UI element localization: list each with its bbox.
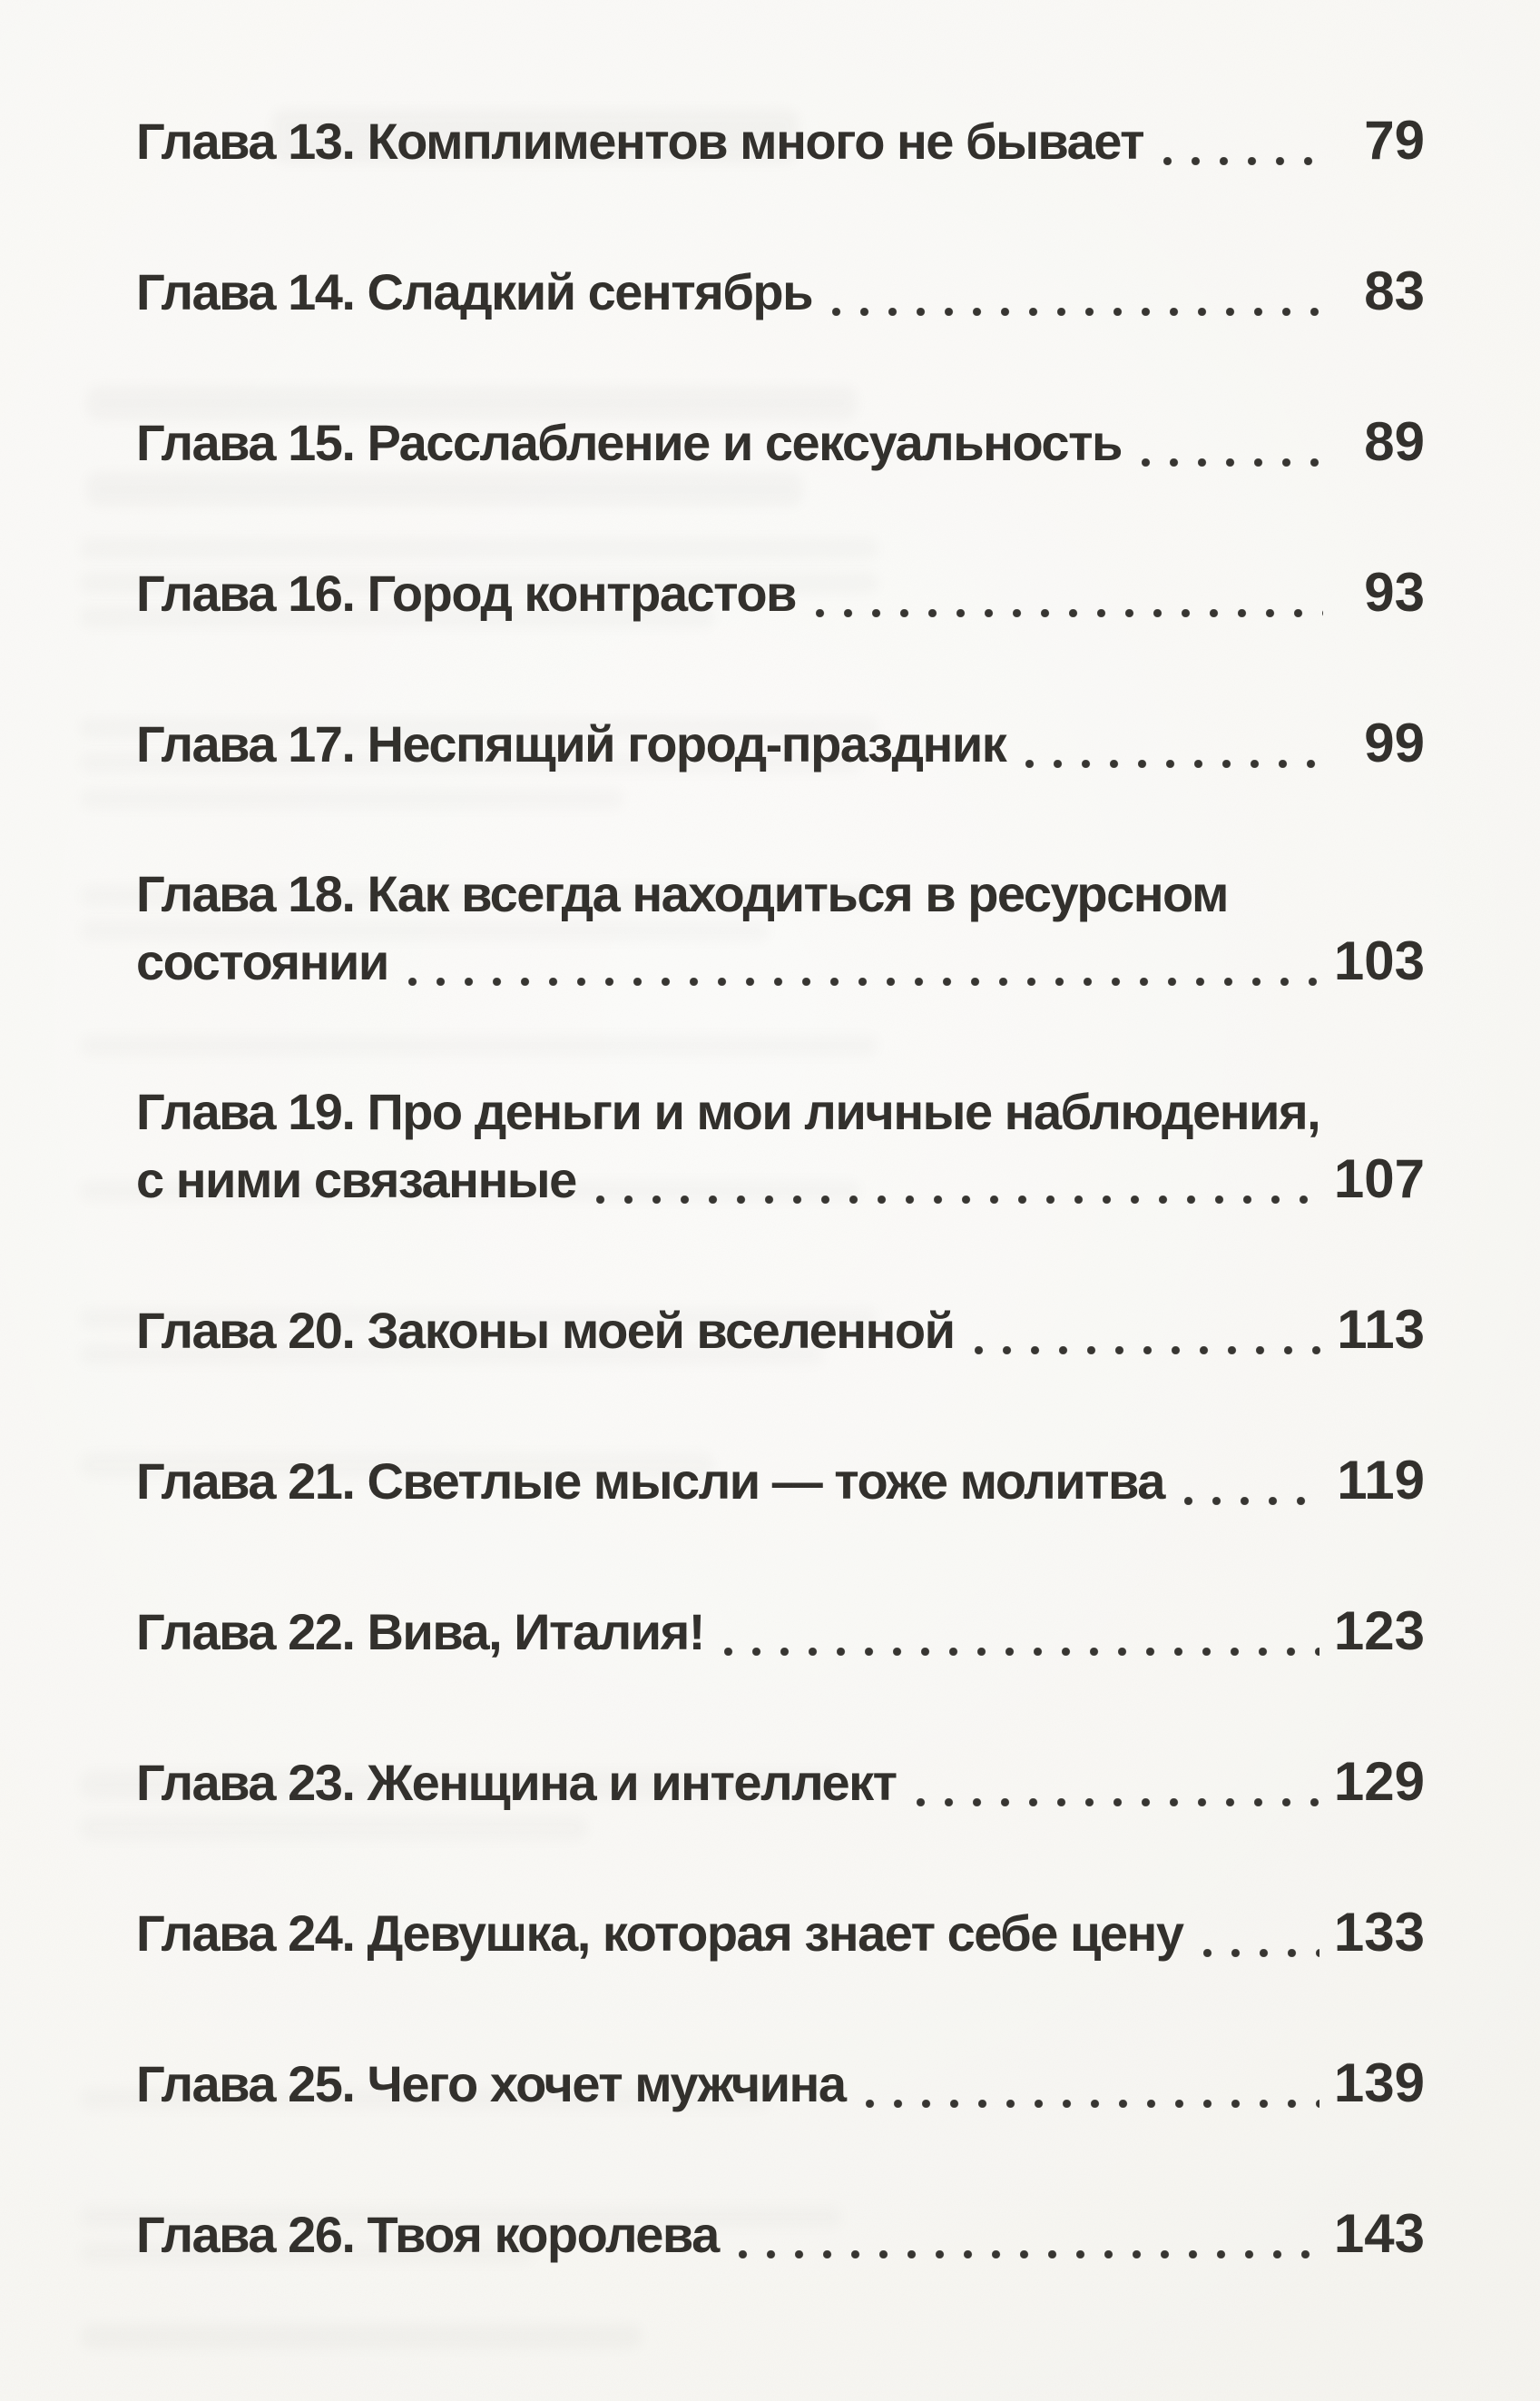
toc-entry-last-line: Глава 15. Расслабление и сексуальность 89	[136, 408, 1425, 477]
toc-entry-last-line: Глава 14. Сладкий сентябрь 83	[136, 258, 1425, 326]
toc-entry-page-number: 99	[1364, 713, 1425, 773]
dot-leader	[865, 2100, 1319, 2108]
dot-leader	[595, 1196, 1319, 1204]
toc-entry-page-number: 119	[1337, 1450, 1425, 1510]
toc-entry: Глава 15. Расслабление и сексуальность 89	[136, 408, 1425, 477]
toc-entry-title: Глава 24. Девушка, которая знает себе це…	[136, 1904, 1184, 1962]
toc-entry-page-number: 123	[1333, 1600, 1425, 1661]
toc-entry-page-number: 133	[1333, 1902, 1425, 1963]
toc-entry-last-line: Глава 16. Город контрастов 93	[136, 559, 1425, 627]
toc-entry-title: Глава 16. Город контрастов	[136, 565, 797, 622]
toc-entry-page-number: 139	[1333, 2052, 1425, 2113]
toc-entry-last-line: Глава 23. Женщина и интеллект 129	[136, 1748, 1425, 1816]
dot-leader	[1141, 458, 1323, 467]
toc-entry-page-number: 83	[1364, 261, 1425, 321]
toc-entry: Глава 17. Неспящий город-праздник 99	[136, 710, 1425, 778]
toc-entry-last-line: Глава 20. Законы моей вселенной 113	[136, 1296, 1425, 1364]
toc-entry-last-line: Глава 24. Девушка, которая знает себе це…	[136, 1899, 1425, 1967]
dot-leader	[974, 1346, 1323, 1354]
toc-entry-title: Глава 25. Чего хочет мужчина	[136, 2055, 847, 2112]
toc-entry-title-line: Глава 19. Про деньги и мои личные наблюд…	[136, 1083, 1321, 1140]
dot-leader	[1163, 157, 1323, 165]
toc-entry-last-line: Глава 22. Вива, Италия! 123	[136, 1598, 1425, 1666]
toc-entry-title: Глава 13. Комплиментов много не бывает	[136, 113, 1145, 170]
toc-entry-title-line: Глава 18. Как всегда находиться в ресурс…	[136, 865, 1229, 922]
toc-entry-page-number: 107	[1333, 1148, 1425, 1209]
toc-entry: Глава 21. Светлые мысли — тоже молитва 11…	[136, 1447, 1425, 1515]
toc-entry: Глава 18. Как всегда находиться в ресурс…	[136, 861, 1425, 996]
toc-entry: Глава 25. Чего хочет мужчина 139	[136, 2050, 1425, 2118]
toc-entry: Глава 14. Сладкий сентябрь 83	[136, 258, 1425, 326]
toc-entry-last-line: состоянии 103	[136, 928, 1425, 996]
dot-leader	[407, 978, 1319, 986]
table-of-contents: Глава 13. Комплиментов много не бывает 79…	[136, 107, 1425, 2268]
toc-entry-last-line: Глава 26. Твоя королева 143	[136, 2200, 1425, 2268]
dot-leader	[738, 2250, 1319, 2258]
toc-entry-title: Глава 23. Женщина и интеллект	[136, 1754, 898, 1811]
toc-entry-last-line: Глава 21. Светлые мысли — тоже молитва 11…	[136, 1447, 1425, 1515]
dot-leader	[832, 308, 1323, 316]
dot-leader	[1183, 1497, 1323, 1505]
toc-entry-page-number: 129	[1333, 1751, 1425, 1812]
toc-entry-page-number: 89	[1364, 411, 1425, 472]
show-through-artifact	[80, 2324, 642, 2349]
dot-leader	[916, 1798, 1319, 1806]
toc-entry-page-number: 143	[1333, 2203, 1425, 2264]
toc-entry-last-line: с ними связанные 107	[136, 1146, 1425, 1214]
toc-entry-title: Глава 15. Расслабление и сексуальность	[136, 414, 1123, 471]
toc-entry: Глава 23. Женщина и интеллект 129	[136, 1748, 1425, 1816]
toc-entry: Глава 16. Город контрастов 93	[136, 559, 1425, 627]
toc-entry: Глава 20. Законы моей вселенной 113	[136, 1296, 1425, 1364]
dot-leader	[723, 1648, 1319, 1656]
toc-entry-title: Глава 17. Неспящий город-праздник	[136, 715, 1007, 772]
toc-entry-page-number: 93	[1364, 562, 1425, 623]
toc-entry-title: Глава 21. Светлые мысли — тоже молитва	[136, 1452, 1165, 1510]
toc-entry-last-line: Глава 17. Неспящий город-праздник 99	[136, 710, 1425, 778]
toc-entry-title: состоянии	[136, 933, 389, 990]
toc-entry-page-number: 103	[1333, 930, 1425, 991]
toc-entry: Глава 24. Девушка, которая знает себе це…	[136, 1899, 1425, 1967]
toc-entry-last-line: Глава 25. Чего хочет мужчина 139	[136, 2050, 1425, 2118]
toc-entry-page-number: 79	[1364, 110, 1425, 171]
dot-leader	[1202, 1949, 1319, 1957]
toc-entry: Глава 19. Про деньги и мои личные наблюд…	[136, 1078, 1425, 1214]
toc-entry: Глава 22. Вива, Италия! 123	[136, 1598, 1425, 1666]
toc-entry-last-line: Глава 13. Комплиментов много не бывает 79	[136, 107, 1425, 175]
dot-leader	[815, 609, 1323, 617]
toc-entry-title: Глава 26. Твоя королева	[136, 2206, 720, 2263]
dot-leader	[1025, 760, 1323, 768]
toc-entry-title: Глава 14. Сладкий сентябрь	[136, 263, 814, 320]
toc-entry-page-number: 113	[1337, 1299, 1425, 1360]
toc-entry-title: Глава 22. Вива, Италия!	[136, 1603, 705, 1660]
toc-entry: Глава 26. Твоя королева 143	[136, 2200, 1425, 2268]
toc-entry-title: с ними связанные	[136, 1151, 577, 1208]
toc-entry: Глава 13. Комплиментов много не бывает 79	[136, 107, 1425, 175]
toc-entry-title: Глава 20. Законы моей вселенной	[136, 1302, 956, 1359]
